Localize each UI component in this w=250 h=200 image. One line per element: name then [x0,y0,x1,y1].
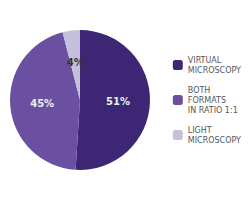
svg-text:LIGHT: LIGHT [188,126,212,135]
svg-text:45%: 45% [30,98,54,109]
svg-text:4%: 4% [67,57,84,68]
svg-text:IN RATIO 1:1: IN RATIO 1:1 [188,106,238,115]
svg-text:51%: 51% [106,96,130,107]
svg-text:MICROSCOPY: MICROSCOPY [188,66,241,75]
svg-text:MICROSCOPY: MICROSCOPY [188,136,241,145]
svg-text:BOTH: BOTH [188,86,211,95]
svg-text:FORMATS: FORMATS [188,96,226,105]
svg-text:VIRTUAL: VIRTUAL [188,56,222,65]
